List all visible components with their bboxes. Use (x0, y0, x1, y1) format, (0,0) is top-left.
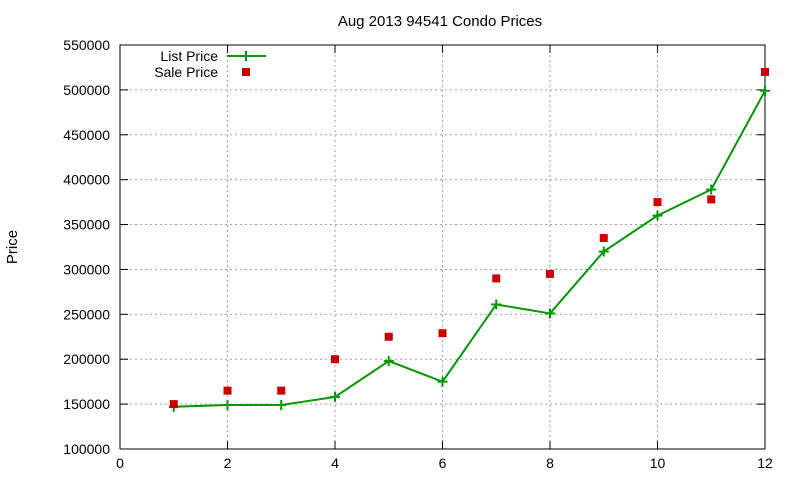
list-price-point (706, 184, 717, 195)
x-tick-label: 8 (546, 455, 554, 471)
chart-title: Aug 2013 94541 Condo Prices (338, 13, 542, 30)
list-price-point (652, 210, 663, 221)
sale-price-point (546, 269, 554, 278)
grid-lines (120, 45, 765, 449)
x-tick-label: 4 (331, 455, 339, 471)
y-tick-label: 550000 (63, 37, 110, 53)
y-tick-label: 150000 (63, 396, 110, 412)
list-price-point (276, 400, 287, 411)
legend-square (242, 68, 250, 76)
x-tick-label: 6 (439, 455, 447, 471)
list-price-point (437, 376, 448, 387)
list-price-line (173, 90, 766, 408)
sale-price-point (384, 332, 393, 341)
y-tick-label: 400000 (63, 172, 110, 188)
y-tick-label: 500000 (63, 82, 110, 98)
sale-price-point (599, 234, 608, 243)
x-tick-label: 0 (116, 455, 124, 471)
tick-labels: 100000 150000 200000 250000 300000 350000 4000… (63, 37, 773, 471)
legend-label: List Price (160, 48, 218, 64)
x-tick-label: 2 (224, 455, 232, 471)
sale-price-point (492, 274, 501, 283)
y-tick-label: 100000 (63, 441, 110, 457)
y-axis-label: Price (4, 230, 21, 264)
list-price-point (545, 308, 555, 319)
y-tick-label: 450000 (63, 127, 110, 143)
y-tick-label: 350000 (63, 217, 110, 233)
sale-price-point (169, 400, 178, 409)
list-price-point (760, 85, 770, 96)
x-tick-label: 12 (757, 455, 773, 471)
axes (119, 44, 766, 450)
y-tick-label: 300000 (63, 261, 110, 277)
sale-price-point (223, 386, 232, 395)
y-tick-label: 250000 (63, 306, 110, 322)
list-price-point (598, 246, 609, 257)
x-tick-label: 10 (650, 455, 666, 471)
sale-price-point (761, 67, 769, 76)
list-price-point (222, 400, 233, 411)
sale-price-point (653, 198, 662, 207)
list-price-point (491, 299, 502, 310)
y-tick-label: 200000 (63, 351, 110, 367)
sale-price-point (277, 386, 286, 395)
list-price-point (330, 391, 340, 402)
sale-price-point (438, 329, 447, 338)
legend-label: Sale Price (154, 64, 218, 80)
data-series (168, 67, 770, 412)
list-price-point (383, 356, 394, 367)
sale-price-point (707, 195, 716, 204)
sale-price-point (331, 355, 339, 364)
